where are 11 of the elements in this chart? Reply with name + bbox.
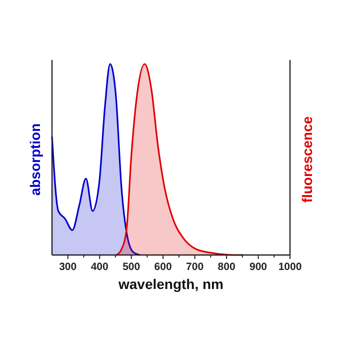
x-axis-title: wavelength, nm bbox=[117, 276, 224, 292]
y2-axis-title: fluorescence bbox=[299, 116, 315, 203]
x-tick-label: 800 bbox=[218, 261, 236, 273]
x-tick-label: 600 bbox=[154, 261, 172, 273]
y-axis-title: absorption bbox=[27, 123, 43, 196]
x-tick-label: 300 bbox=[59, 261, 77, 273]
x-tick-label: 900 bbox=[250, 261, 268, 273]
x-tick-label: 400 bbox=[90, 261, 109, 273]
x-tick-label: 1000 bbox=[278, 261, 302, 273]
x-tick-label: 700 bbox=[186, 261, 204, 273]
x-tick-label: 500 bbox=[122, 261, 140, 273]
